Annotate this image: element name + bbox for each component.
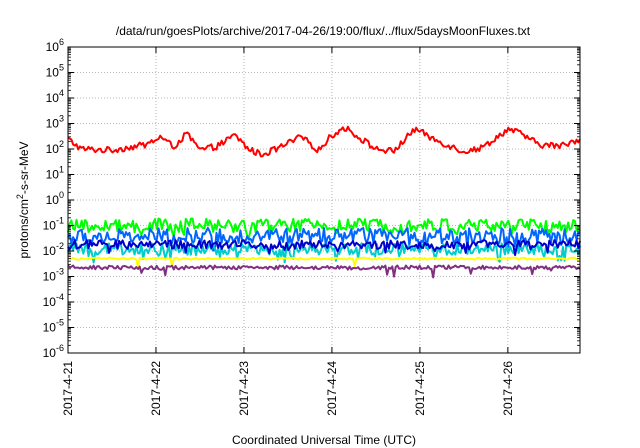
- x-tick-label: 2017-4-24: [325, 361, 339, 416]
- y-tick-label: 10-5: [43, 318, 64, 335]
- grid: [68, 47, 580, 353]
- y-axis-label-sup: 2: [15, 194, 25, 199]
- series-line-6: [67, 256, 581, 269]
- x-tick-label: 2017-4-23: [237, 361, 251, 416]
- y-tick-label: 10-2: [43, 241, 64, 258]
- y-axis-label: protons/cm2-s-sr-MeV: [15, 141, 31, 258]
- y-tick-label: 10-6: [43, 343, 64, 360]
- x-tick-label: 2017-4-22: [149, 361, 163, 416]
- y-tick-label: 10-3: [43, 267, 64, 284]
- y-axis-label-suffix: -s-sr-MeV: [17, 141, 31, 194]
- y-tick-label: 100: [46, 190, 64, 207]
- x-tick-label: 2017-4-21: [61, 361, 75, 416]
- x-axis-label: Coordinated Universal Time (UTC): [232, 433, 416, 447]
- y-tick-label: 106: [46, 37, 64, 54]
- chart-title: /data/run/goesPlots/archive/2017-04-26/1…: [116, 24, 531, 38]
- series-layer: [67, 125, 581, 279]
- series-line-1: [67, 125, 581, 158]
- series-line-3: [67, 227, 581, 253]
- y-tick-label: 10-1: [43, 216, 64, 233]
- y-tick-label: 102: [46, 139, 64, 156]
- series-line-5: [67, 239, 581, 257]
- x-axis: 2017-4-21 2017-4-22 2017-4-23 2017-4-24 2017…: [61, 47, 515, 416]
- x-tick-label: 2017-4-26: [501, 361, 515, 416]
- y-axis-label-prefix: protons/cm: [17, 199, 31, 258]
- y-axis: 106 105 104 103 102 101 100 10-1 10-2 10-3 10-4 10-…: [43, 37, 580, 360]
- y-tick-label: 105: [46, 63, 64, 80]
- y-tick-label: 104: [46, 88, 64, 105]
- y-tick-label: 101: [46, 165, 64, 182]
- x-tick-label: 2017-4-25: [413, 361, 427, 416]
- series-line-2: [67, 217, 581, 239]
- series-line-7: [67, 264, 581, 279]
- y-tick-label: 10-4: [43, 292, 64, 309]
- y-tick-label: 103: [46, 114, 64, 131]
